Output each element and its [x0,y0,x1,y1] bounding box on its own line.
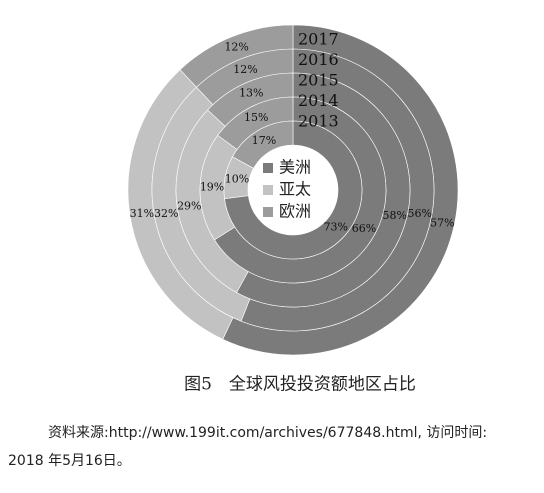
data-label: 73% [324,221,348,234]
data-label: 56% [407,207,431,220]
donut-segment [232,120,294,169]
source-line: 资料来源:http://www.199it.com/archives/67784… [48,425,488,441]
legend-label: 美洲 [279,158,311,177]
data-label: 12% [224,41,248,54]
chart-title: 图5 全球风投投资额地区占比 [184,375,416,395]
source-line: 2018 年5月16日。 [8,453,131,469]
data-label: 31% [130,207,154,220]
chart: 图5 全球风投投资额地区占比 57% 31% 12% 56% 32% 12% 58% 29% 1… [127,24,459,395]
data-label: 12% [233,63,257,76]
legend-label: 亚太 [279,180,311,199]
data-label: 29% [177,199,201,212]
ring-label: 2015 [298,71,339,90]
legend-swatch [263,185,273,195]
data-label: 57% [430,216,454,229]
data-label: 17% [252,134,276,147]
data-label: 32% [154,207,178,220]
ring-label: 2016 [298,50,339,69]
ring-label: 2013 [298,112,339,131]
data-label: 19% [200,180,224,193]
ring-label: 2014 [298,91,339,110]
data-label: 58% [382,209,406,222]
legend-swatch [263,207,273,217]
data-label: 13% [239,87,263,100]
data-label: 15% [244,111,268,124]
legend-swatch [263,163,273,173]
donut-segment [224,120,363,260]
data-label: 66% [352,222,376,235]
legend-label: 欧洲 [279,202,311,221]
data-label: 10% [225,172,249,185]
ring-label: 2017 [298,30,339,49]
